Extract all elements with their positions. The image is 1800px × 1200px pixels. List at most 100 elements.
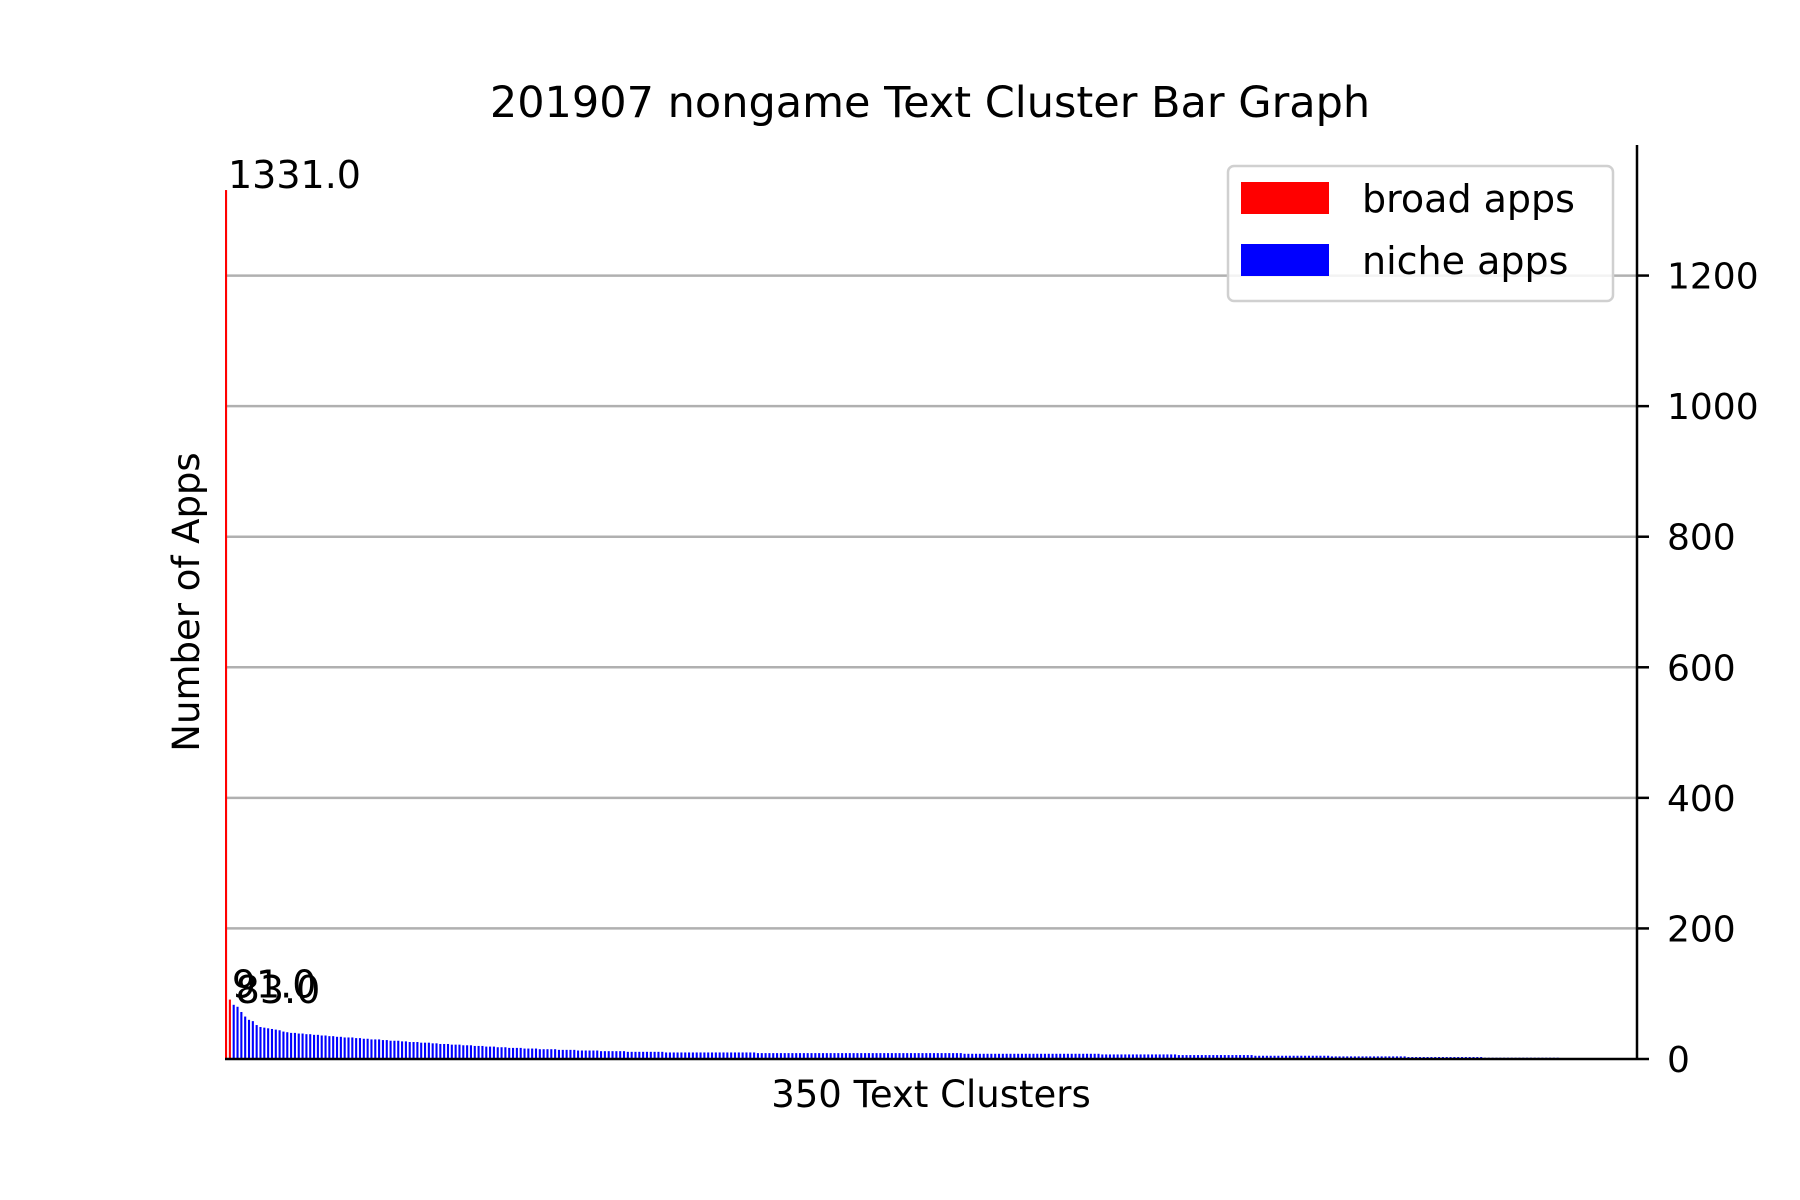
bar xyxy=(225,190,228,1060)
bar xyxy=(890,1053,893,1059)
bar xyxy=(1101,1054,1104,1059)
bar xyxy=(1082,1053,1085,1059)
bar xyxy=(500,1047,503,1059)
bar xyxy=(768,1053,771,1059)
bar xyxy=(450,1044,453,1059)
bar xyxy=(1250,1055,1253,1059)
bar xyxy=(1311,1055,1314,1059)
bar xyxy=(408,1042,411,1059)
bar xyxy=(286,1032,289,1059)
bar xyxy=(1323,1055,1326,1059)
y-tick-label: 600 xyxy=(1667,648,1736,689)
bar xyxy=(997,1053,1001,1059)
bar xyxy=(668,1052,671,1059)
bar xyxy=(481,1045,484,1059)
y-tick-label: 400 xyxy=(1667,779,1736,820)
bar xyxy=(929,1053,932,1059)
bar xyxy=(829,1053,832,1059)
y-tick-label: 1000 xyxy=(1667,387,1759,428)
bar xyxy=(550,1049,553,1059)
bar xyxy=(381,1040,384,1059)
bar xyxy=(963,1053,966,1059)
bar xyxy=(952,1053,955,1059)
bar xyxy=(1388,1056,1391,1059)
bar xyxy=(228,999,231,1059)
bar xyxy=(1231,1055,1234,1059)
bar xyxy=(986,1053,989,1059)
bar xyxy=(366,1038,369,1059)
bar xyxy=(305,1034,308,1059)
bar xyxy=(638,1051,641,1059)
bar xyxy=(1131,1054,1134,1059)
bar xyxy=(1105,1054,1108,1059)
bar xyxy=(446,1043,450,1059)
bar xyxy=(760,1053,763,1059)
y-tick-label: 0 xyxy=(1667,1040,1690,1081)
y-tick-label: 1200 xyxy=(1667,257,1759,298)
bar-value-label: 91.0 xyxy=(232,963,317,1007)
bar xyxy=(680,1052,683,1059)
bar xyxy=(1242,1055,1245,1059)
bar xyxy=(358,1038,362,1059)
bar xyxy=(894,1053,897,1059)
bar xyxy=(1189,1055,1192,1059)
bar xyxy=(779,1053,782,1059)
bar xyxy=(978,1053,981,1059)
bar xyxy=(584,1050,587,1059)
bar xyxy=(1376,1056,1379,1059)
bar xyxy=(263,1027,266,1059)
bar xyxy=(844,1053,847,1059)
bar xyxy=(554,1049,557,1059)
bar xyxy=(531,1048,534,1059)
bar xyxy=(1055,1053,1058,1059)
bar xyxy=(492,1046,495,1059)
bar xyxy=(1120,1054,1123,1059)
bar xyxy=(247,1019,251,1059)
bar xyxy=(1116,1054,1119,1059)
bar xyxy=(791,1053,794,1059)
bar xyxy=(971,1053,974,1059)
y-tick-label: 200 xyxy=(1667,909,1736,950)
bar xyxy=(691,1052,694,1059)
bar xyxy=(1223,1055,1226,1059)
bar xyxy=(798,1053,802,1059)
bar xyxy=(1193,1055,1196,1059)
bar xyxy=(1063,1053,1066,1059)
bar xyxy=(1342,1056,1345,1059)
bar xyxy=(848,1053,851,1059)
bar xyxy=(1246,1055,1249,1059)
bar xyxy=(1074,1053,1077,1059)
bar xyxy=(511,1047,515,1059)
bar xyxy=(925,1053,928,1059)
bar xyxy=(339,1036,342,1059)
bar xyxy=(420,1042,423,1059)
bar xyxy=(1112,1054,1115,1059)
bar xyxy=(1040,1053,1043,1059)
x-axis-label: 350 Text Clusters xyxy=(771,1073,1091,1116)
bar xyxy=(251,1021,254,1059)
bar xyxy=(665,1052,668,1059)
bar xyxy=(990,1053,993,1059)
bar xyxy=(955,1053,958,1059)
bar xyxy=(810,1053,813,1059)
bar xyxy=(837,1053,840,1059)
bar xyxy=(232,1004,235,1059)
bar xyxy=(756,1053,759,1059)
bar xyxy=(301,1033,304,1059)
bar xyxy=(917,1053,920,1059)
bar xyxy=(485,1046,488,1059)
bar xyxy=(1124,1054,1127,1059)
bar xyxy=(1300,1055,1303,1059)
bar xyxy=(270,1028,274,1059)
bar xyxy=(864,1053,867,1059)
y-tick-label: 800 xyxy=(1667,518,1736,559)
bar xyxy=(1151,1054,1154,1059)
bar xyxy=(1208,1055,1211,1059)
bar xyxy=(611,1051,614,1059)
bar xyxy=(1108,1054,1112,1059)
bar xyxy=(561,1049,564,1059)
bar xyxy=(389,1040,392,1059)
bar xyxy=(538,1049,541,1059)
bar xyxy=(534,1048,538,1059)
